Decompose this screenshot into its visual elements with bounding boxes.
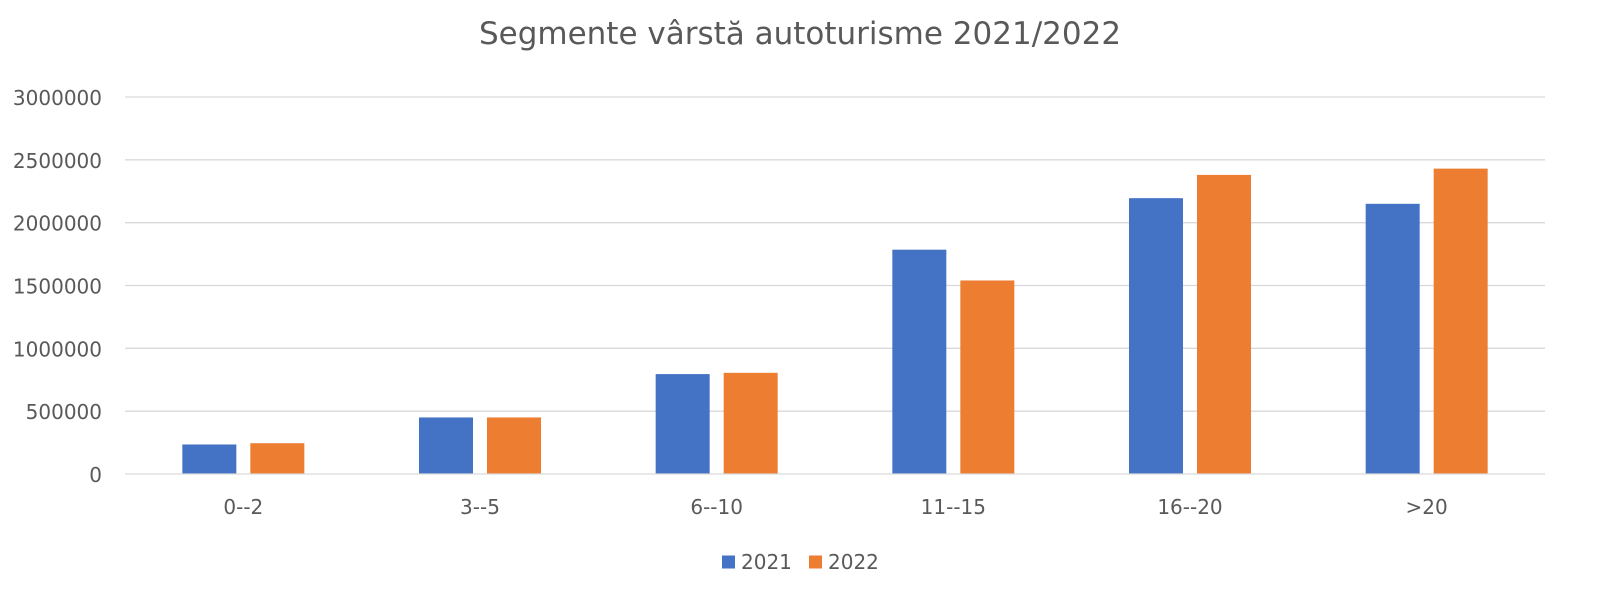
y-tick-label: 2000000 bbox=[13, 212, 102, 236]
bar-2021-0 bbox=[182, 444, 237, 474]
x-tick-label: >20 bbox=[1406, 495, 1448, 519]
y-tick-label: 500000 bbox=[26, 400, 102, 424]
legend-swatch-2021 bbox=[722, 555, 735, 569]
x-tick-label: 0--2 bbox=[223, 495, 263, 519]
bar-2022-5 bbox=[1433, 168, 1488, 474]
bar-2021-2 bbox=[655, 374, 710, 474]
chart-title: Segmente vârstă autoturisme 2021/2022 bbox=[478, 16, 1122, 52]
bar-2022-1 bbox=[487, 417, 541, 474]
bar-2022-2 bbox=[723, 372, 778, 474]
bar-2021-5 bbox=[1365, 203, 1420, 475]
y-tick-label: 0 bbox=[89, 463, 102, 487]
y-tick-label: 2500000 bbox=[13, 149, 102, 173]
legend-label: 2022 bbox=[828, 550, 879, 574]
x-tick-label: 11--15 bbox=[921, 495, 986, 519]
legend-swatch-2022 bbox=[809, 555, 822, 569]
y-tick-label: 1000000 bbox=[13, 337, 102, 361]
x-tick-label: 6--10 bbox=[690, 495, 743, 519]
y-tick-label: 3000000 bbox=[13, 86, 102, 110]
x-axis-ticks: 0--2 3--5 6--10 11--15 16--20 >20 bbox=[223, 495, 1447, 519]
bars bbox=[182, 168, 1488, 475]
bar-2021-3 bbox=[892, 249, 947, 474]
bar-2022-3 bbox=[960, 280, 1015, 474]
legend: 2021 2022 bbox=[722, 550, 879, 574]
y-tick-label: 1500000 bbox=[13, 275, 102, 299]
y-axis-ticks: 0 500000 1000000 1500000 2000000 2500000 30000… bbox=[13, 86, 102, 487]
gridlines bbox=[125, 96, 1545, 412]
bar-2021-1 bbox=[419, 417, 473, 474]
x-tick-label: 16--20 bbox=[1157, 495, 1222, 519]
x-tick-label: 3--5 bbox=[460, 495, 500, 519]
bar-2022-4 bbox=[1197, 174, 1251, 474]
legend-label: 2021 bbox=[741, 550, 792, 574]
bar-2021-4 bbox=[1129, 198, 1183, 474]
bar-2022-0 bbox=[250, 443, 305, 474]
